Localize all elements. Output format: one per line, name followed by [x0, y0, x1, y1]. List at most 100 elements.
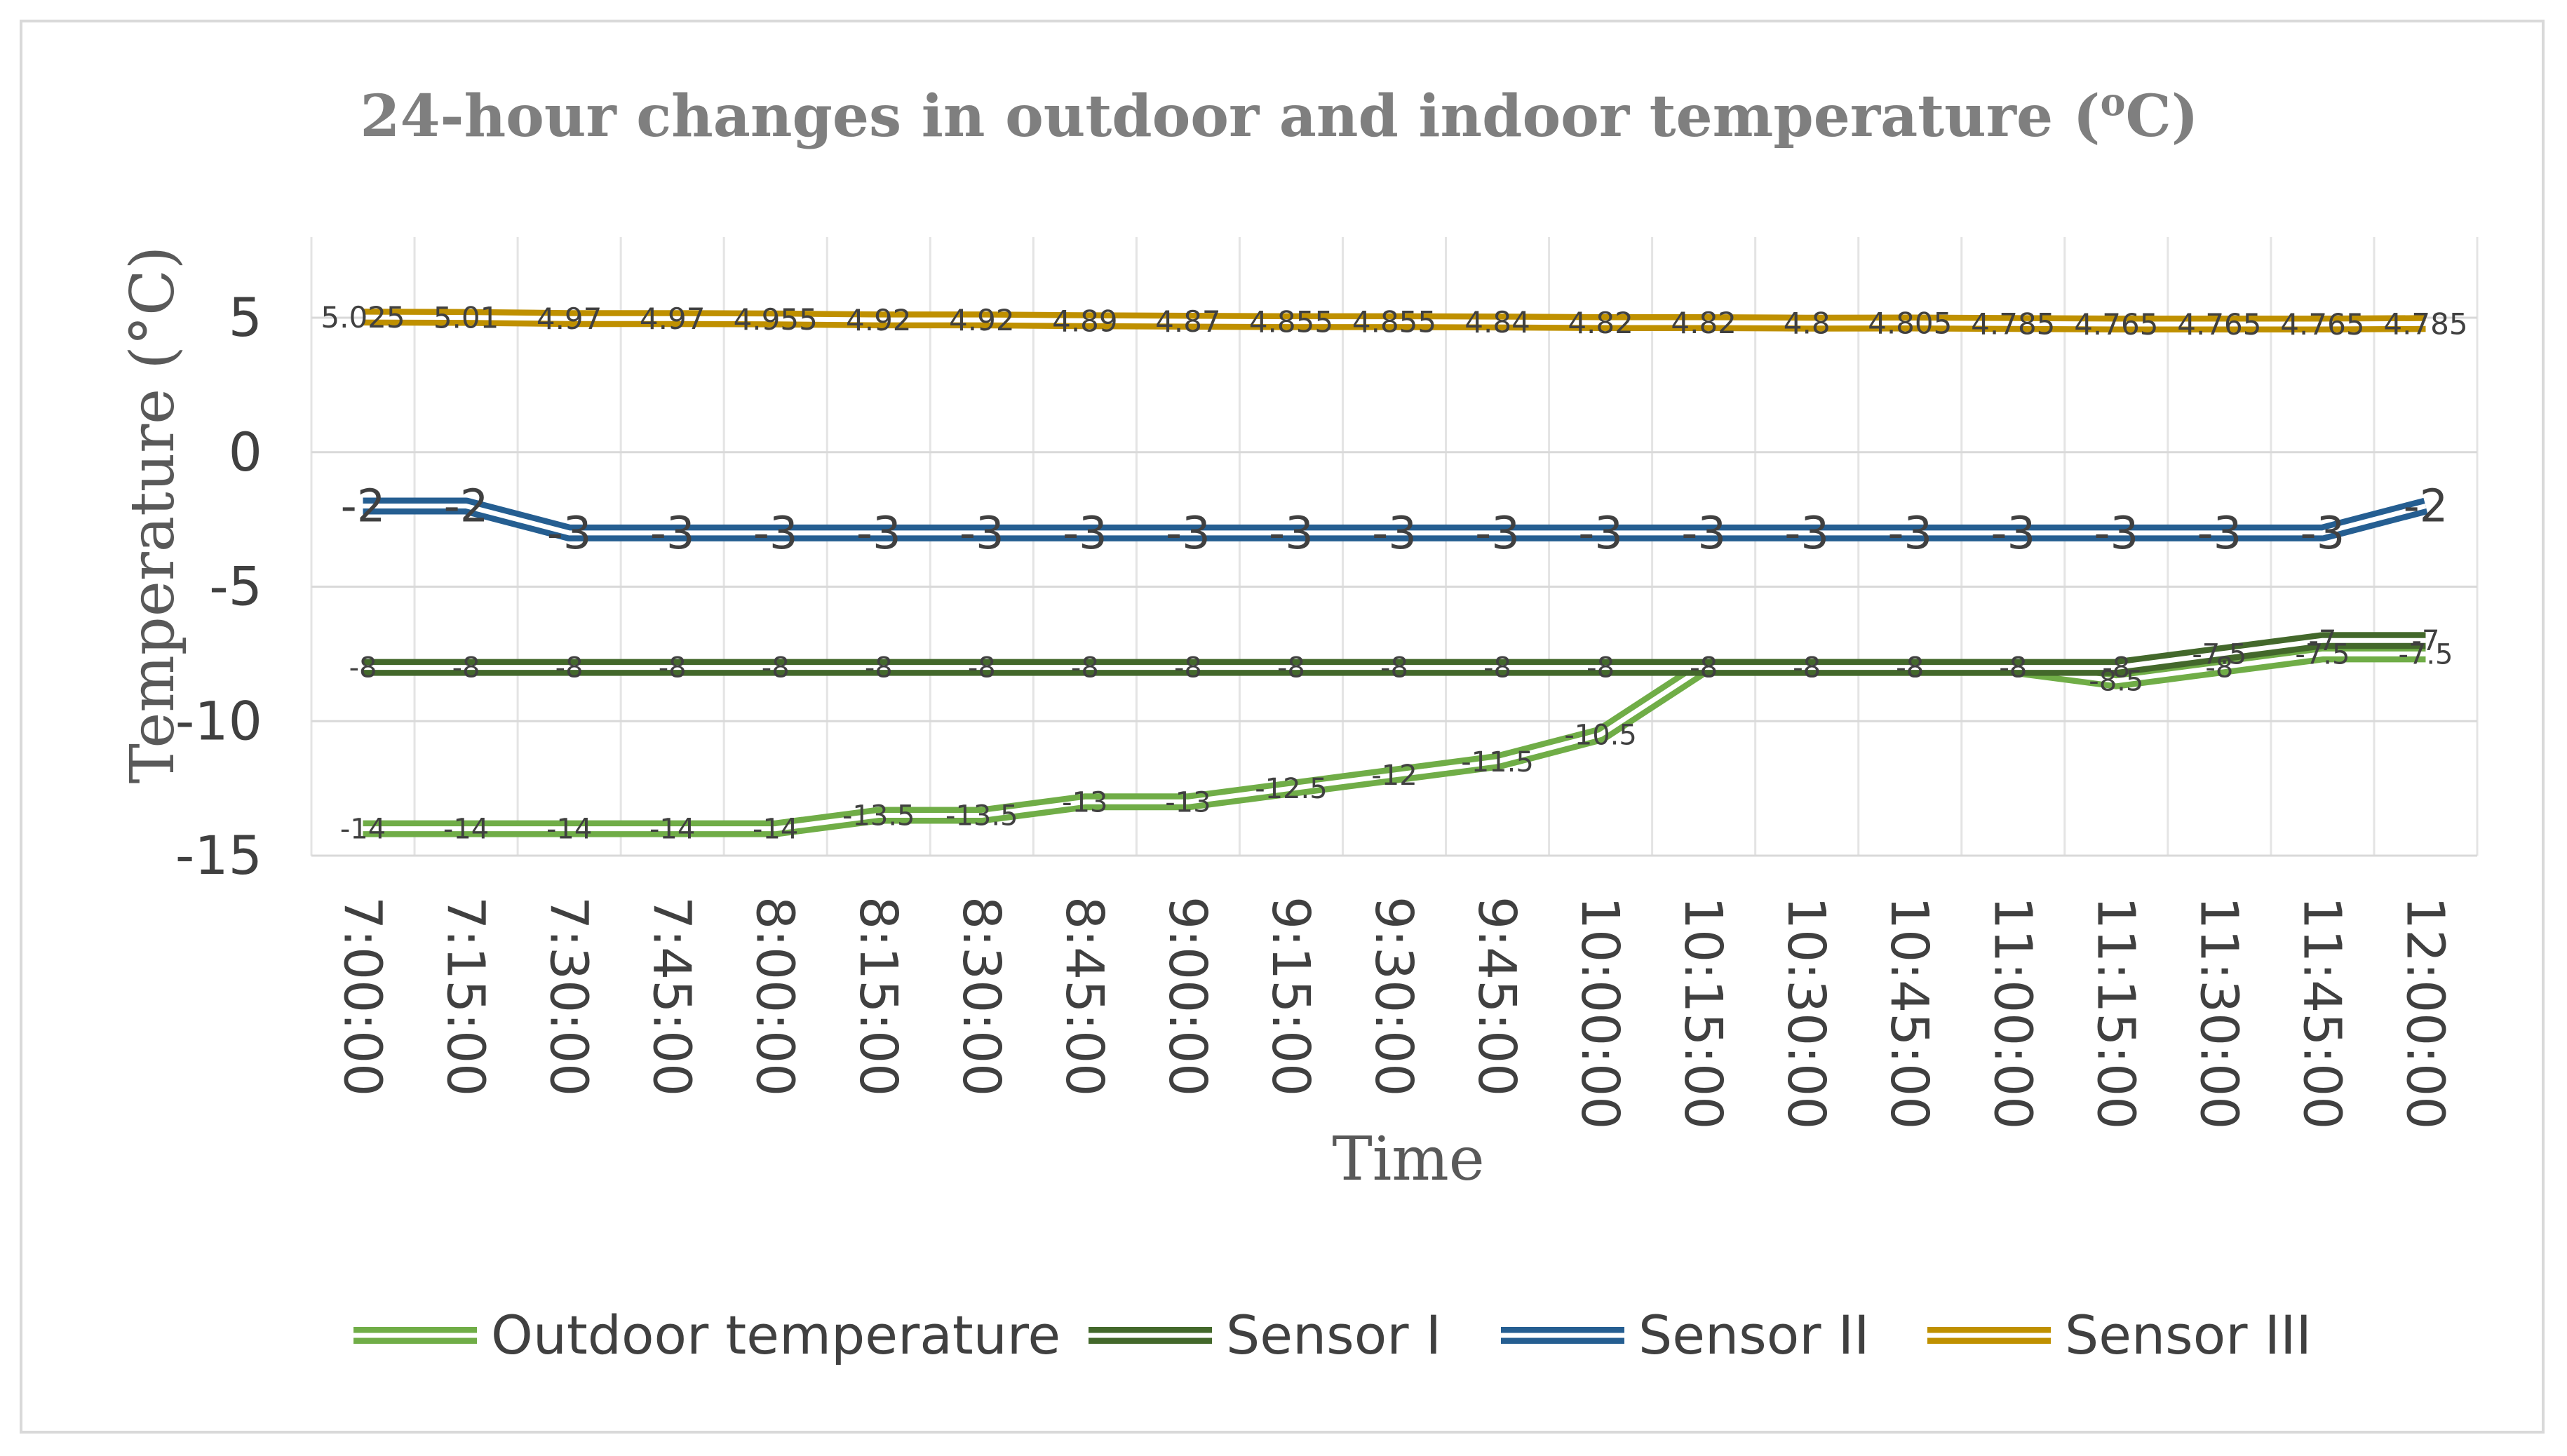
data-label: 4.855 [1249, 305, 1333, 339]
legend-label: Sensor II [1638, 1304, 1870, 1366]
legend-item: Sensor III [1927, 1304, 2312, 1366]
y-tick-label: 0 [229, 421, 262, 483]
data-label: -8 [1483, 652, 1511, 685]
x-axis-title: Time [1332, 1124, 1484, 1194]
data-label: -3 [753, 508, 798, 560]
data-label: -13.5 [842, 800, 915, 832]
data-label: 5.025 [321, 300, 405, 335]
data-label: -3 [1063, 508, 1107, 560]
chart-svg: 24-hour changes in outdoor and indoor te… [118, 79, 2479, 1366]
data-label: -8 [452, 652, 480, 685]
x-tick-label: 10:00:00 [1570, 896, 1630, 1129]
data-label: -2 [341, 480, 386, 532]
x-tick-label: 7:15:00 [436, 896, 496, 1096]
y-tick-label: -10 [175, 689, 262, 752]
data-label: -2 [2404, 480, 2448, 532]
data-label: -8 [1174, 652, 1202, 685]
data-label: -7.5 [2398, 638, 2453, 670]
data-label: 4.92 [949, 303, 1015, 337]
data-label: 4.97 [537, 302, 602, 336]
data-label: 4.82 [1568, 306, 1633, 340]
data-label: 4.92 [846, 303, 912, 337]
data-label: -8 [659, 652, 687, 685]
x-tick-label: 9:45:00 [1467, 896, 1527, 1096]
data-label: -8 [2205, 652, 2233, 685]
data-label: -8 [1071, 652, 1099, 685]
y-tick-label: -5 [209, 555, 262, 618]
axis-layer: 5 0 -5 -10 -15 7:00:00 7:15:00 7:30:00 7:45:00 8:… [175, 286, 2455, 1129]
y-tick-label: 5 [229, 286, 262, 349]
data-label: -8 [1999, 652, 2027, 685]
data-label: 4.765 [2074, 307, 2158, 342]
data-label-layer: -14 -14 -14 -14 -14 -13.5 -13.5 -13 -13 -12.5 -12 -… [321, 300, 2467, 846]
data-label: -7 [2412, 625, 2440, 657]
x-tick-label: 11:45:00 [2291, 896, 2352, 1129]
data-label: -8 [1793, 652, 1821, 685]
series-layer [363, 309, 2428, 837]
data-label: -8 [1586, 652, 1615, 685]
data-label: 5.01 [433, 301, 499, 335]
x-tick-label: 10:30:00 [1776, 896, 1836, 1129]
series-line-inner [363, 651, 2426, 832]
data-label: -8 [1277, 652, 1305, 685]
legend-label: Sensor I [1226, 1304, 1441, 1366]
x-tick-label: 9:15:00 [1260, 896, 1321, 1096]
data-label: 4.97 [640, 302, 706, 336]
data-label: -3 [2300, 508, 2345, 560]
data-label: -8 [1896, 652, 1924, 685]
data-label: -14 [753, 814, 798, 846]
data-label: -3 [2094, 508, 2138, 560]
data-label: -3 [1784, 508, 1829, 560]
x-tick-label: 11:30:00 [2188, 896, 2249, 1129]
x-tick-label: 7:00:00 [332, 896, 393, 1096]
x-tick-label: 8:30:00 [951, 896, 1011, 1096]
x-tick-label: 10:45:00 [1879, 896, 1939, 1129]
data-label: -8 [555, 652, 584, 685]
x-tick-label: 7:45:00 [642, 896, 702, 1096]
x-tick-label: 10:15:00 [1673, 896, 1733, 1129]
series-sensor-iii [363, 309, 2426, 333]
data-label: -3 [547, 508, 592, 560]
x-tick-label: 8:15:00 [848, 896, 908, 1096]
legend-item: Sensor I [1089, 1304, 1441, 1366]
data-label: -14 [443, 814, 489, 846]
x-tick-label: 11:15:00 [2085, 896, 2145, 1129]
data-label: 4.805 [1868, 306, 1952, 341]
y-axis-title: Temperature (°C) [118, 246, 188, 784]
data-label: -12.5 [1255, 773, 1328, 805]
data-label: -3 [959, 508, 1004, 560]
data-label: -3 [1990, 508, 2035, 560]
x-tick-label: 11:00:00 [1982, 896, 2042, 1129]
data-label: -7.5 [2192, 638, 2246, 670]
data-label: -8 [349, 652, 377, 685]
data-label: -3 [2197, 508, 2242, 560]
legend-item: Sensor II [1501, 1304, 1870, 1366]
data-label: -2 [444, 480, 489, 532]
data-label: 4.84 [1464, 305, 1530, 339]
series-sensor-ii [363, 497, 2428, 541]
legend-label: Sensor III [2065, 1304, 2312, 1366]
data-label: -14 [340, 814, 386, 846]
data-label: 4.855 [1352, 305, 1436, 339]
data-label: -13 [1062, 786, 1107, 818]
legend: Outdoor temperature Sensor I Sensor II Sens… [353, 1304, 2312, 1366]
x-tick-label: 8:45:00 [1054, 896, 1114, 1096]
x-tick-label: 7:30:00 [539, 896, 599, 1096]
chart-title-end: C) [2126, 83, 2199, 150]
data-label: -3 [856, 508, 901, 560]
data-label: -8 [1896, 652, 1924, 685]
data-label: -3 [650, 508, 695, 560]
data-label: 4.955 [734, 302, 818, 337]
legend-label: Outdoor temperature [491, 1304, 1060, 1366]
data-label: 4.89 [1052, 304, 1118, 338]
data-label: -10.5 [1564, 719, 1637, 751]
data-label: -7 [2308, 625, 2336, 657]
data-label: -3 [1166, 508, 1211, 560]
x-tick-label: 9:30:00 [1363, 896, 1424, 1096]
data-label: 4.785 [1971, 306, 2055, 341]
data-label: -7.5 [2295, 638, 2350, 670]
data-label: 4.82 [1671, 306, 1737, 340]
data-label: -14 [649, 814, 695, 846]
data-label: -12 [1371, 760, 1417, 792]
data-label: -3 [1372, 508, 1417, 560]
